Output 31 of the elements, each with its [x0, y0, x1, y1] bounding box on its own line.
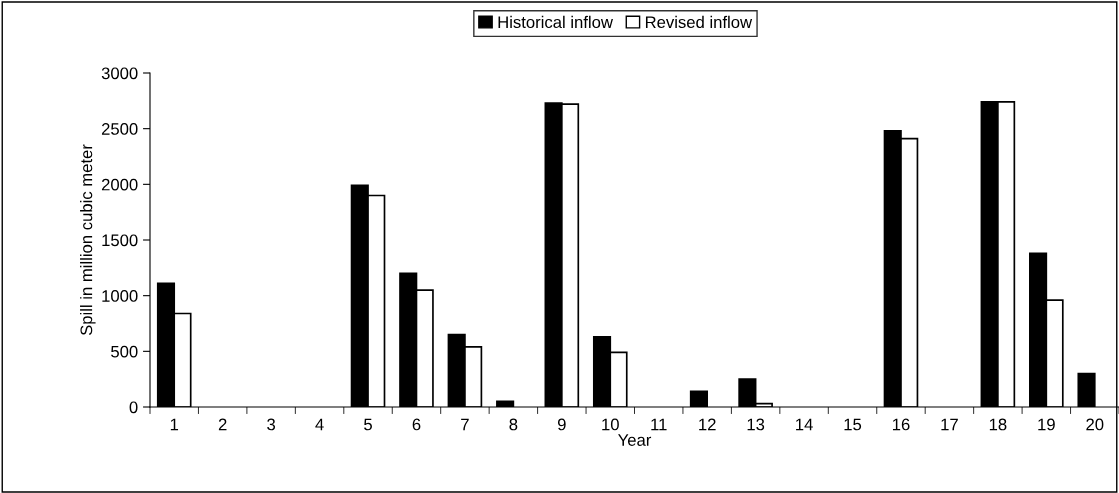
- x-tick-label: 20: [1086, 418, 1104, 431]
- x-tick-label: 14: [796, 418, 813, 431]
- x-tick-label: 5: [364, 418, 372, 431]
- y-tick-label: 1000: [102, 290, 138, 302]
- x-tick-label: 2: [218, 418, 227, 431]
- x-tick-label: 19: [1038, 418, 1055, 431]
- x-tick-label: 4: [315, 418, 324, 431]
- y-tick-label: 2500: [101, 123, 138, 135]
- x-tick-label: 6: [412, 418, 421, 431]
- x-axis-title: Year: [618, 434, 652, 446]
- x-tick-label: 16: [892, 418, 910, 431]
- y-axis-title: Spill in million cubic meter: [80, 144, 96, 336]
- x-tick-label: 1: [170, 418, 179, 431]
- x-tick-label: 10: [602, 418, 619, 431]
- y-tick-label: 0: [129, 401, 138, 414]
- legend-label: Revised inflow: [645, 15, 753, 29]
- x-tick-label: 18: [989, 418, 1007, 431]
- legend-label: Historical inflow: [498, 15, 613, 29]
- y-tick-label: 1500: [102, 234, 138, 247]
- x-tick-label: 13: [747, 418, 765, 431]
- x-tick-label: 3: [267, 418, 276, 431]
- y-tick-label: 500: [111, 345, 138, 358]
- x-tick-label: 12: [699, 418, 716, 431]
- x-tick-label: 7: [461, 418, 469, 431]
- y-tick-label: 3000: [101, 67, 138, 80]
- y-tick-label: 2000: [101, 178, 138, 191]
- x-tick-label: 15: [844, 418, 862, 431]
- x-tick-label: 17: [941, 418, 958, 431]
- x-tick-label: 9: [557, 418, 566, 431]
- x-tick-label: 11: [651, 418, 667, 431]
- x-tick-label: 8: [509, 418, 518, 431]
